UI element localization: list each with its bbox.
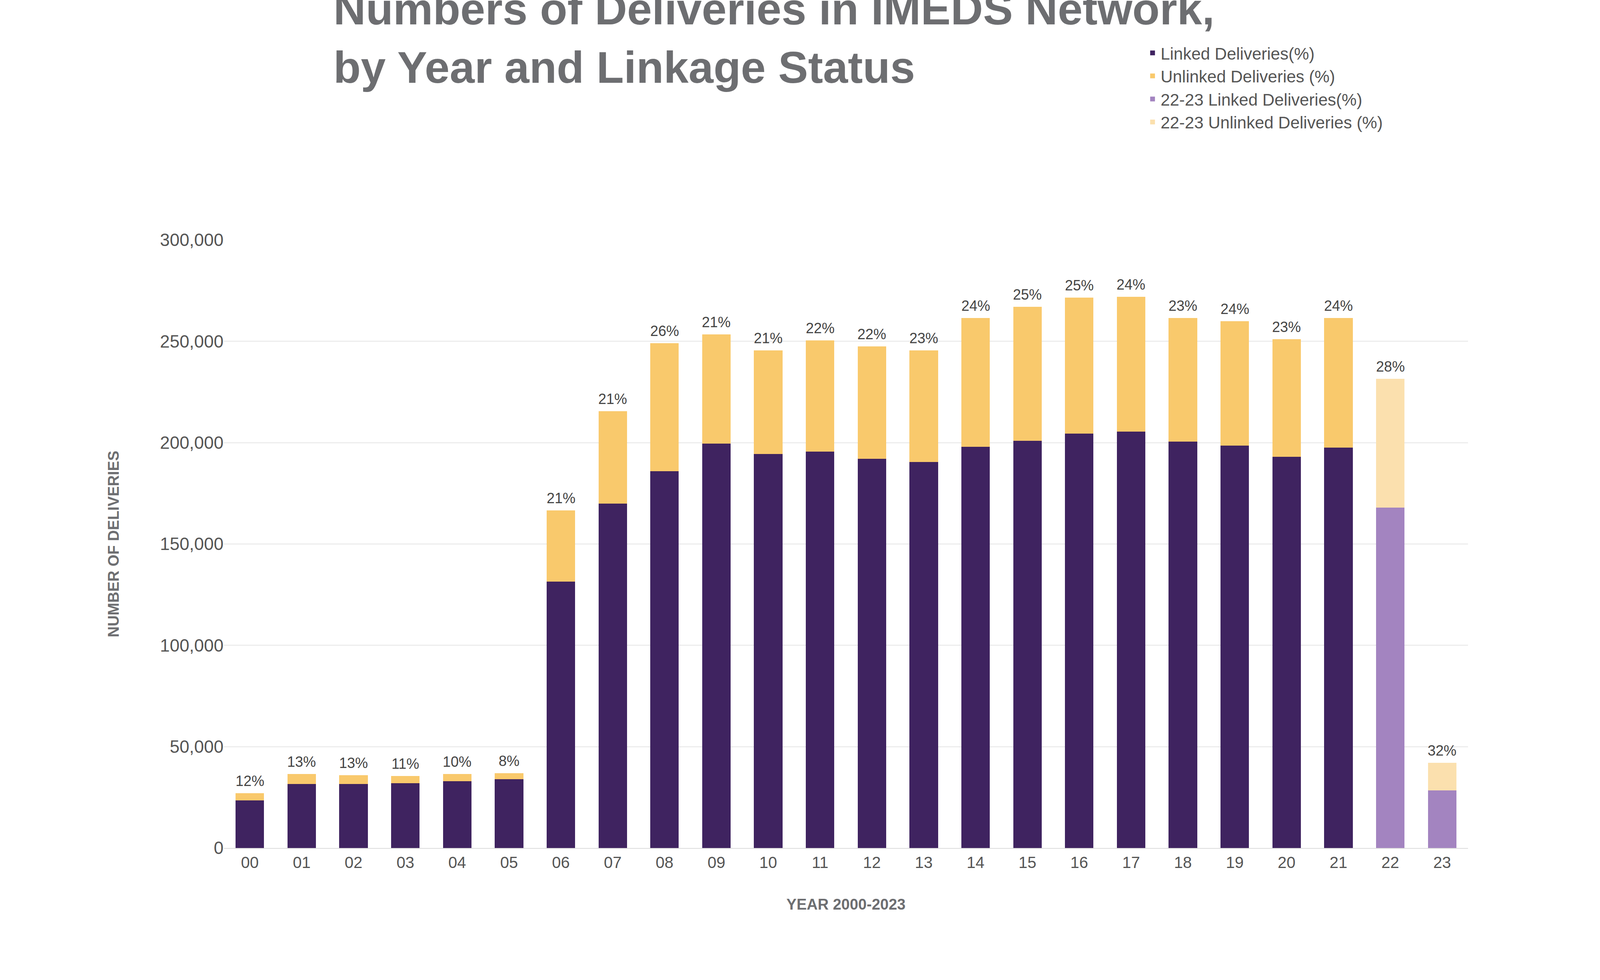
- svg-text:21: 21: [1329, 853, 1348, 871]
- svg-text:06: 06: [551, 853, 570, 871]
- svg-text:Linked Deliveries(%): Linked Deliveries(%): [1160, 44, 1315, 64]
- svg-text:0: 0: [213, 837, 224, 858]
- svg-text:Unlinked Deliveries (%): Unlinked Deliveries (%): [1160, 67, 1335, 86]
- svg-text:Numbers of Deliveries in IMEDS: Numbers of Deliveries in IMEDS Network,b…: [333, 0, 1215, 93]
- svg-text:21%: 21%: [701, 313, 731, 331]
- svg-text:17: 17: [1122, 853, 1141, 871]
- svg-text:18: 18: [1174, 853, 1193, 871]
- svg-text:22-23 Unlinked Deliveries (%): 22-23 Unlinked Deliveries (%): [1160, 113, 1383, 132]
- svg-text:13%: 13%: [339, 754, 368, 772]
- svg-text:15: 15: [1018, 853, 1037, 871]
- svg-text:22%: 22%: [805, 319, 835, 337]
- svg-text:12: 12: [862, 853, 881, 871]
- svg-text:23%: 23%: [1272, 318, 1301, 336]
- svg-text:05: 05: [500, 853, 519, 871]
- svg-text:25%: 25%: [1012, 286, 1042, 303]
- svg-text:23%: 23%: [1168, 297, 1198, 314]
- svg-text:14: 14: [966, 853, 985, 871]
- svg-text:21%: 21%: [546, 489, 576, 507]
- svg-text:21%: 21%: [753, 329, 783, 347]
- svg-text:300,000: 300,000: [159, 229, 224, 250]
- svg-text:09: 09: [707, 853, 726, 871]
- svg-text:08: 08: [655, 853, 674, 871]
- svg-text:22%: 22%: [857, 325, 887, 343]
- svg-text:04: 04: [448, 853, 467, 871]
- svg-text:26%: 26%: [650, 322, 680, 340]
- svg-text:250,000: 250,000: [159, 331, 224, 352]
- svg-text:25%: 25%: [1064, 277, 1094, 294]
- svg-text:24%: 24%: [1220, 300, 1250, 318]
- svg-text:16: 16: [1070, 853, 1089, 871]
- svg-text:01: 01: [292, 853, 311, 871]
- svg-text:NUMBER OF DELIVERIES: NUMBER OF DELIVERIES: [105, 450, 122, 638]
- svg-text:8%: 8%: [498, 752, 520, 770]
- svg-text:23: 23: [1433, 853, 1452, 871]
- svg-text:32%: 32%: [1427, 742, 1457, 759]
- svg-text:13%: 13%: [287, 753, 316, 770]
- svg-text:100,000: 100,000: [159, 635, 224, 656]
- svg-text:24%: 24%: [1324, 297, 1353, 314]
- svg-text:21%: 21%: [598, 390, 628, 408]
- svg-text:YEAR 2000-2023: YEAR 2000-2023: [786, 895, 906, 913]
- svg-text:24%: 24%: [1116, 276, 1146, 293]
- svg-text:150,000: 150,000: [159, 533, 224, 554]
- svg-text:22-23 Linked Deliveries(%): 22-23 Linked Deliveries(%): [1160, 90, 1363, 110]
- svg-text:11%: 11%: [391, 755, 420, 772]
- svg-text:00: 00: [241, 853, 260, 871]
- svg-text:200,000: 200,000: [159, 432, 224, 453]
- svg-text:23%: 23%: [909, 329, 939, 347]
- svg-text:07: 07: [603, 853, 622, 871]
- svg-text:11: 11: [811, 853, 829, 871]
- svg-text:22: 22: [1381, 853, 1400, 871]
- svg-text:10%: 10%: [442, 753, 472, 770]
- svg-text:19: 19: [1225, 853, 1244, 871]
- svg-text:24%: 24%: [961, 297, 991, 314]
- svg-text:03: 03: [396, 853, 414, 871]
- svg-text:50,000: 50,000: [169, 736, 224, 757]
- svg-text:02: 02: [344, 853, 363, 871]
- svg-text:20: 20: [1277, 853, 1296, 871]
- svg-text:13: 13: [914, 853, 933, 871]
- svg-text:12%: 12%: [235, 772, 265, 790]
- svg-text:10: 10: [759, 853, 778, 871]
- svg-text:28%: 28%: [1376, 358, 1405, 375]
